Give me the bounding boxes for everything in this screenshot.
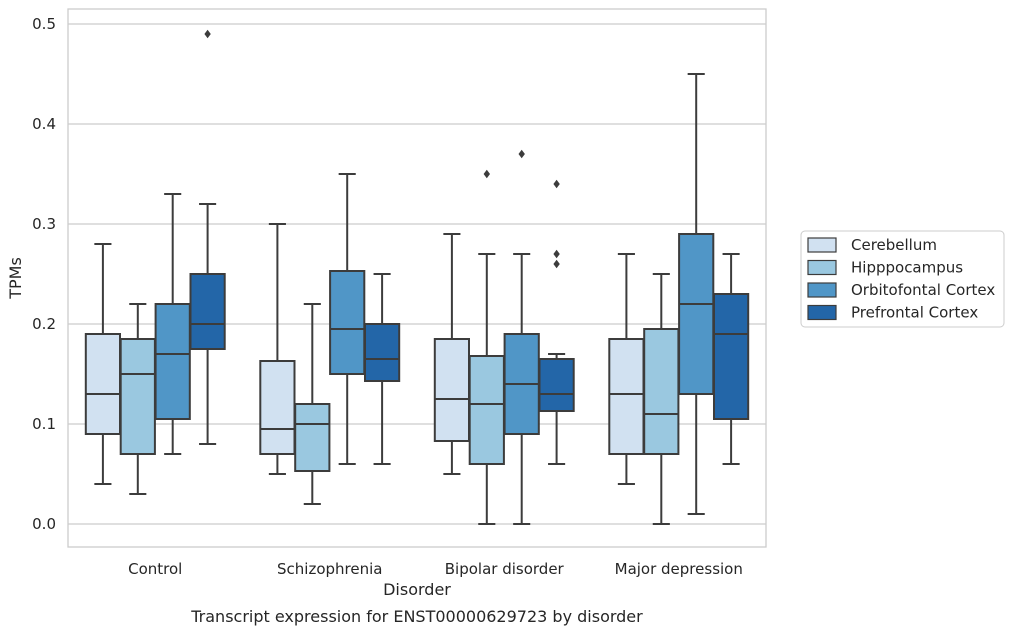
x-axis-ticks: Control Schizophrenia Bipolar disorder Majo… — [128, 560, 743, 578]
legend-frame — [800, 230, 1005, 328]
y-tick-label: 0.1 — [32, 415, 56, 433]
box-hipppocampus — [643, 273, 680, 525]
box-prefrontal-cortex — [538, 179, 575, 465]
x-axis-title: Disorder — [383, 580, 451, 599]
y-tick-label: 0.5 — [32, 15, 56, 33]
iqr-box — [329, 270, 366, 375]
iqr-box — [189, 273, 226, 350]
y-tick-label: 0.4 — [32, 115, 56, 133]
y-tick-label: 0.0 — [32, 515, 56, 533]
box-orbitofontal-cortex — [678, 73, 715, 515]
legend-label: Hipppocampus — [851, 259, 963, 277]
legend-swatch — [807, 304, 837, 321]
box-series-layer — [84, 29, 750, 525]
outlier-point — [553, 179, 560, 189]
iqr-box — [468, 355, 505, 465]
iqr-box — [608, 338, 645, 455]
iqr-box — [433, 338, 471, 442]
outlier-point — [553, 249, 560, 259]
box-orbitofontal-cortex — [154, 193, 191, 455]
outlier-point — [483, 169, 490, 179]
outlier-point — [204, 29, 211, 39]
y-tick-label: 0.3 — [32, 215, 56, 233]
box-prefrontal-cortex — [712, 253, 750, 465]
iqr-box — [294, 403, 331, 472]
x-tick-label: Schizophrenia — [277, 560, 382, 578]
box-cerebellum — [84, 243, 122, 485]
box-cerebellum — [433, 233, 471, 475]
box-hipppocampus — [468, 169, 505, 525]
box-orbitofontal-cortex — [503, 149, 540, 525]
iqr-box — [363, 323, 401, 382]
iqr-box — [119, 338, 156, 455]
y-tick-label: 0.2 — [32, 315, 56, 333]
iqr-box — [84, 333, 122, 435]
legend-label: Orbitofontal Cortex — [851, 281, 995, 299]
figure-caption: Transcript expression for ENST0000062972… — [190, 607, 643, 626]
legend-label: Prefrontal Cortex — [851, 304, 978, 322]
box-prefrontal-cortex — [189, 29, 226, 445]
y-axis-title: TPMs — [6, 257, 25, 300]
iqr-box — [259, 360, 296, 455]
outlier-point — [518, 149, 525, 159]
legend-swatch — [807, 259, 837, 276]
box-hipppocampus — [294, 303, 331, 505]
x-tick-label: Bipolar disorder — [445, 560, 565, 578]
iqr-box — [678, 233, 715, 395]
box-prefrontal-cortex — [363, 273, 401, 465]
box-orbitofontal-cortex — [329, 173, 366, 465]
box-cerebellum — [259, 223, 296, 475]
legend-swatch — [807, 237, 837, 253]
box-cerebellum — [608, 253, 645, 485]
legend: Cerebellum Hipppocampus Orbitofontal Corte… — [800, 230, 1005, 328]
iqr-box — [154, 303, 191, 420]
plot-area-frame — [67, 8, 767, 548]
legend-label: Cerebellum — [851, 236, 937, 254]
outlier-point — [553, 259, 560, 269]
x-tick-label: Major depression — [615, 560, 743, 578]
iqr-box — [538, 358, 575, 412]
legend-swatch — [807, 282, 837, 298]
x-tick-label: Control — [128, 560, 182, 578]
iqr-box — [643, 328, 680, 455]
box-hipppocampus — [119, 303, 156, 495]
iqr-box — [712, 293, 750, 420]
y-axis-ticks: 0.0 0.1 0.2 0.3 0.4 0.5 — [32, 15, 56, 533]
